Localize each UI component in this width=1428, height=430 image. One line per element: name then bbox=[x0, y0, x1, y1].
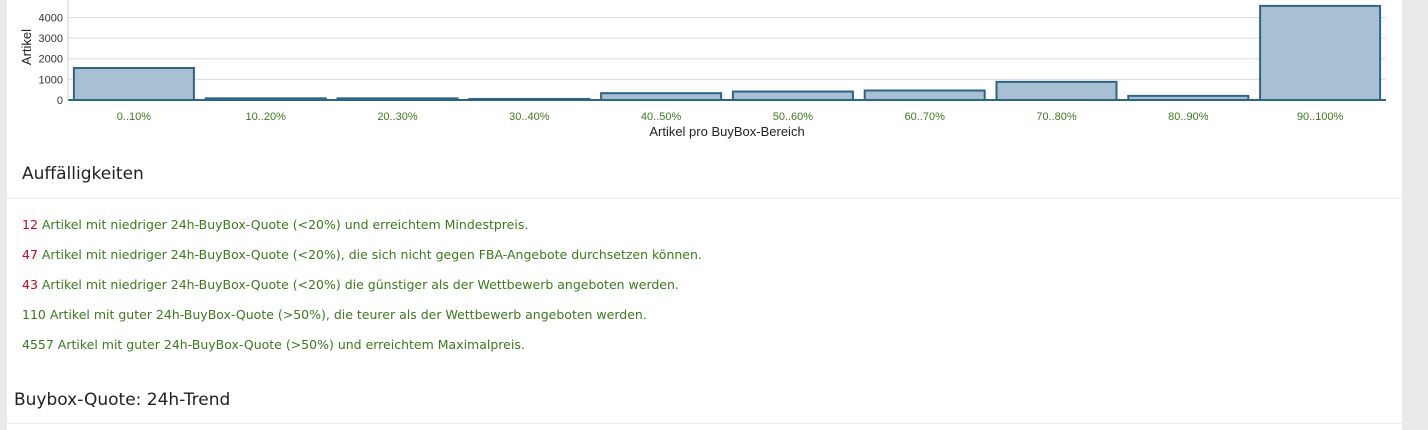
bar[interactable] bbox=[600, 92, 723, 101]
bars bbox=[72, 4, 1382, 102]
issue-text: Artikel mit guter 24h-BuyBox-Quote (>50%… bbox=[45, 307, 647, 322]
y-tick-label: 3000 bbox=[39, 33, 63, 45]
x-tick-label: 70..80% bbox=[1036, 111, 1077, 123]
x-tick-label: 90..100% bbox=[1297, 111, 1344, 123]
x-tick-label: 20..30% bbox=[377, 111, 418, 123]
issue-text: Artikel mit guter 24h-BuyBox-Quote (>50%… bbox=[53, 337, 525, 352]
section-divider bbox=[7, 423, 1402, 424]
bar[interactable] bbox=[863, 89, 986, 102]
issue-item[interactable]: 12 Artikel mit niedriger 24h-BuyBox-Quot… bbox=[22, 217, 528, 232]
issue-item[interactable]: 43 Artikel mit niedriger 24h-BuyBox-Quot… bbox=[22, 277, 679, 292]
y-tick-labels: 0 1000 2000 3000 4000 bbox=[39, 12, 63, 107]
bar[interactable] bbox=[1259, 4, 1382, 102]
section-divider bbox=[7, 198, 1402, 199]
issue-item[interactable]: 4557 Artikel mit guter 24h-BuyBox-Quote … bbox=[22, 337, 525, 352]
trend-title: Buybox-Quote: 24h-Trend bbox=[14, 390, 231, 410]
y-tick-label: 2000 bbox=[39, 54, 63, 66]
issue-item[interactable]: 110 Artikel mit guter 24h-BuyBox-Quote (… bbox=[22, 307, 647, 322]
grid-lines bbox=[68, 16, 1386, 80]
x-tick-labels: 0..10% 10..20% 20..30% 30..40% 40..50% 50..60… bbox=[117, 111, 1344, 123]
x-tick-label: 80..90% bbox=[1168, 111, 1209, 123]
issue-count: 47 bbox=[22, 247, 38, 262]
buybox-distribution-chart: 0 1000 2000 3000 4000 0..10% 10..20% 20..30% 30… bbox=[19, 0, 1386, 139]
y-axis-label: Artikel bbox=[19, 29, 34, 65]
x-tick-label: 40..50% bbox=[641, 111, 682, 123]
content-panel bbox=[7, 0, 1402, 430]
bar[interactable] bbox=[731, 90, 854, 102]
issue-text: Artikel mit niedriger 24h-BuyBox-Quote (… bbox=[37, 277, 679, 292]
x-tick-label: 0..10% bbox=[117, 111, 151, 123]
issue-text: Artikel mit niedriger 24h-BuyBox-Quote (… bbox=[37, 217, 529, 232]
x-tick-label: 50..60% bbox=[773, 111, 814, 123]
y-tick-label: 0 bbox=[57, 95, 63, 107]
x-tick-label: 30..40% bbox=[509, 111, 550, 123]
bar[interactable] bbox=[995, 80, 1118, 101]
issue-count: 110 bbox=[22, 307, 46, 322]
bar[interactable] bbox=[72, 67, 195, 101]
x-tick-label: 60..70% bbox=[905, 111, 946, 123]
y-tick-label: 1000 bbox=[39, 74, 63, 86]
issue-count: 43 bbox=[22, 277, 38, 292]
issue-text: Artikel mit niedriger 24h-BuyBox-Quote (… bbox=[37, 247, 702, 262]
x-tick-label: 10..20% bbox=[246, 111, 287, 123]
auffaelligkeiten-title: Auffälligkeiten bbox=[22, 164, 144, 184]
issue-item[interactable]: 47 Artikel mit niedriger 24h-BuyBox-Quot… bbox=[22, 247, 702, 262]
issue-count: 4557 bbox=[22, 337, 54, 352]
page-gutter bbox=[1402, 0, 1428, 430]
issue-count: 12 bbox=[22, 217, 38, 232]
y-tick-label: 4000 bbox=[39, 12, 63, 24]
x-axis-label: Artikel pro BuyBox-Bereich bbox=[649, 124, 804, 139]
